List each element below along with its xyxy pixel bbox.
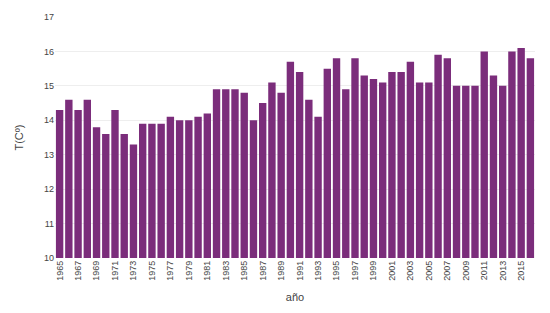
svg-text:1979: 1979 — [184, 261, 194, 281]
svg-text:2009: 2009 — [461, 261, 471, 281]
svg-text:1983: 1983 — [221, 261, 231, 281]
svg-text:1989: 1989 — [276, 261, 286, 281]
svg-text:15: 15 — [44, 81, 54, 91]
svg-text:1993: 1993 — [313, 261, 323, 281]
svg-text:12: 12 — [44, 184, 54, 194]
svg-text:1987: 1987 — [258, 261, 268, 281]
svg-text:2003: 2003 — [405, 261, 415, 281]
svg-text:1977: 1977 — [165, 261, 175, 281]
svg-text:2007: 2007 — [442, 261, 452, 281]
svg-text:10: 10 — [44, 253, 54, 263]
svg-text:1995: 1995 — [331, 261, 341, 281]
svg-text:1999: 1999 — [368, 261, 378, 281]
svg-text:1991: 1991 — [295, 261, 305, 281]
svg-text:1985: 1985 — [239, 261, 249, 281]
svg-text:2013: 2013 — [498, 261, 508, 281]
svg-text:1973: 1973 — [128, 261, 138, 281]
svg-text:13: 13 — [44, 150, 54, 160]
svg-text:2001: 2001 — [387, 261, 397, 281]
svg-text:2011: 2011 — [479, 261, 489, 280]
svg-text:T(Cº): T(Cº) — [13, 124, 25, 150]
svg-text:1981: 1981 — [202, 261, 212, 281]
svg-text:14: 14 — [44, 115, 54, 125]
svg-text:año: año — [286, 291, 304, 303]
svg-text:11: 11 — [45, 219, 54, 229]
svg-text:1975: 1975 — [147, 261, 157, 281]
svg-text:1967: 1967 — [73, 261, 83, 281]
svg-text:17: 17 — [44, 12, 54, 22]
svg-text:1969: 1969 — [91, 261, 101, 281]
svg-text:2005: 2005 — [424, 261, 434, 281]
svg-text:1997: 1997 — [350, 261, 360, 281]
svg-text:1965: 1965 — [55, 261, 65, 281]
svg-text:2015: 2015 — [516, 261, 526, 281]
svg-text:1971: 1971 — [110, 261, 120, 281]
svg-text:16: 16 — [44, 47, 54, 57]
